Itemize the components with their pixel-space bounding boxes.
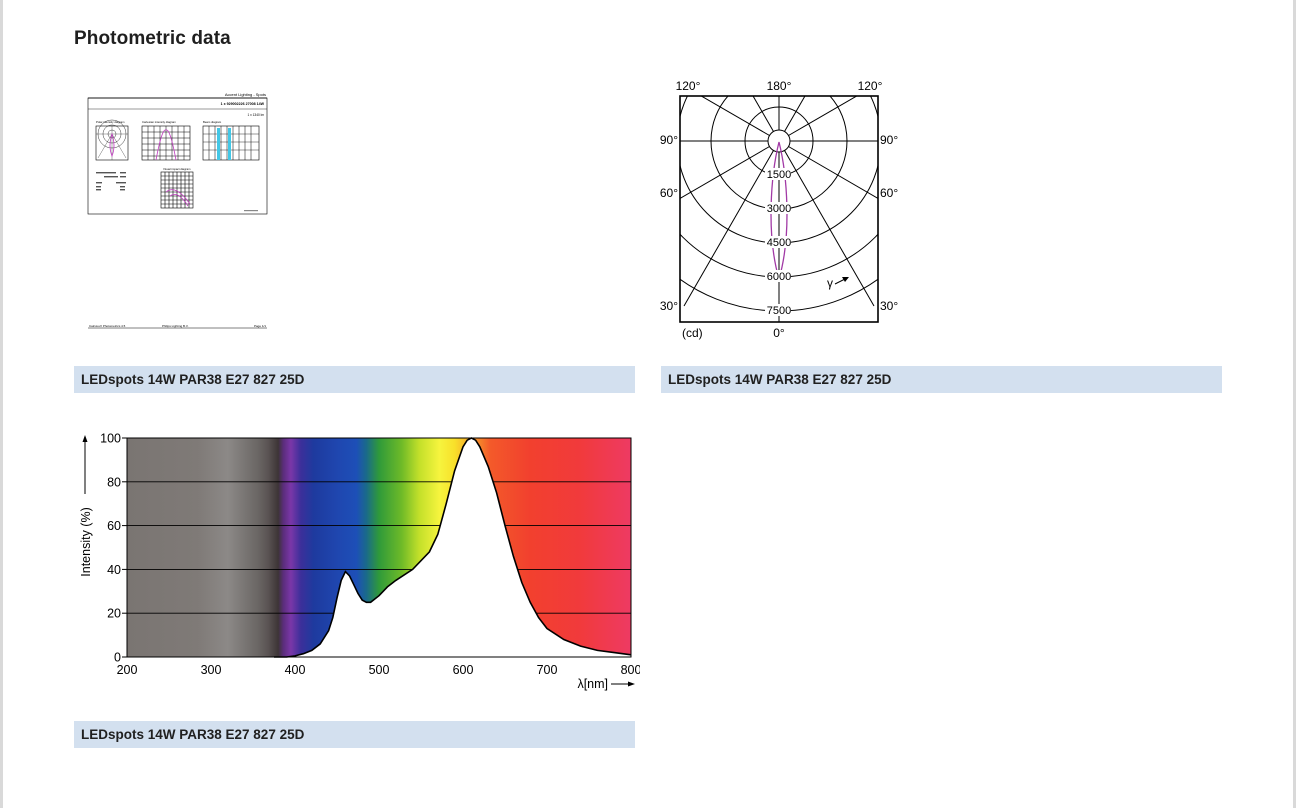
spectrum-x-tick-label: 800 (621, 663, 640, 677)
polar-angle-right-90: 90° (880, 133, 898, 147)
page-frame-right (1293, 0, 1296, 808)
thumb-mini-beam (202, 125, 260, 161)
page-title: Photometric data (74, 28, 231, 49)
thumb-panel-label-1: Polar intensity diagram (96, 120, 125, 124)
thumb-mini-polar (95, 119, 129, 161)
polar-angle-left-60: 60° (660, 186, 678, 200)
polar-caption: LEDspots 14W PAR38 E27 827 25D (661, 366, 1222, 393)
thumb-mini-table (96, 172, 126, 191)
spectrum-x-tick-label: 700 (537, 663, 558, 677)
polar-angle-bottom-0: 0° (773, 326, 785, 340)
polar-angle-top-center: 180° (767, 79, 792, 93)
spectrum-y-tick-label: 0 (114, 651, 121, 665)
polar-radial-1500: 1500 (767, 169, 791, 181)
spectrum-x-tick-label: 200 (117, 663, 138, 677)
spectrum-x-tick-label: 600 (453, 663, 474, 677)
spectrum-area (274, 438, 631, 657)
thumb-sub-code: 1 x 1340 lm (248, 113, 265, 117)
spectrum-y-tick-label: 100 (100, 432, 121, 446)
thumb-mini-cartesian (141, 125, 191, 161)
polar-radial-4500: 4500 (767, 237, 791, 249)
polar-unit-label: (cd) (682, 326, 703, 340)
thumb-panel-label-4: Visual impact diagram (163, 167, 191, 171)
spectrum-x-tick-label: 400 (285, 663, 306, 677)
polar-angle-right-30: 30° (880, 299, 898, 313)
polar-angle-left-90: 90° (660, 133, 678, 147)
spectrum-y-tick-label: 20 (107, 607, 121, 621)
spectrum-caption: LEDspots 14W PAR38 E27 827 25D (74, 721, 635, 748)
thumb-footer-left: CalcuLuX Photometrics 4.5 (89, 324, 126, 328)
thumbnail-caption: LEDspots 14W PAR38 E27 827 25D (74, 366, 635, 393)
thumb-footer-right: Page 1/1 (254, 324, 266, 328)
polar-frame (679, 95, 879, 323)
polar-radial-3000: 3000 (767, 203, 791, 215)
spectrum-y-tick-label: 40 (107, 563, 121, 577)
thumb-footer-mid: Philips Lighting B.V. (162, 324, 189, 328)
polar-angle-right-60: 60° (880, 186, 898, 200)
polar-angle-top-right: 120° (858, 79, 883, 93)
spectrum-y-tick-label: 80 (107, 475, 121, 489)
photometric-report-thumbnail: Accent Lighting - Spots 1 x 929002226 27… (86, 88, 270, 334)
thumb-sheet-border (87, 97, 268, 215)
polar-radial-7500: 7500 (767, 305, 791, 317)
spectrum-x-tick-label: 300 (201, 663, 222, 677)
polar-intensity-diagram: 1500 3000 4500 6000 7500 γ 120° 180° 120… (654, 74, 904, 346)
polar-angle-top-left: 120° (676, 79, 701, 93)
thumb-panel-label-2: Cartesian intensity diagram (142, 120, 177, 124)
spectrum-x-axis-label: λ[nm] (577, 677, 608, 691)
polar-radial-6000: 6000 (767, 271, 791, 283)
spectrum-frame (126, 437, 632, 658)
polar-grid (680, 96, 878, 322)
polar-gamma-label: γ (827, 276, 833, 290)
thumb-header-title: Accent Lighting - Spots (225, 92, 266, 97)
page-frame-left (0, 0, 3, 808)
spectrum-y-tick-label: 60 (107, 519, 121, 533)
spectrum-line (274, 437, 632, 658)
spectral-distribution-chart: 0 20 40 60 80 100 200 300 400 500 600 700 800 Inten… (74, 430, 640, 696)
spectrum-y-axis-label: Intensity (%) (79, 507, 93, 576)
polar-angle-left-30: 30° (660, 299, 678, 313)
spectrum-x-tick-label: 500 (369, 663, 390, 677)
thumb-panel-label-3: Beam diagram (203, 120, 222, 124)
thumb-header-code: 1 x 929002226 27008 14W (221, 102, 265, 106)
thumb-mini-visual (160, 171, 194, 209)
